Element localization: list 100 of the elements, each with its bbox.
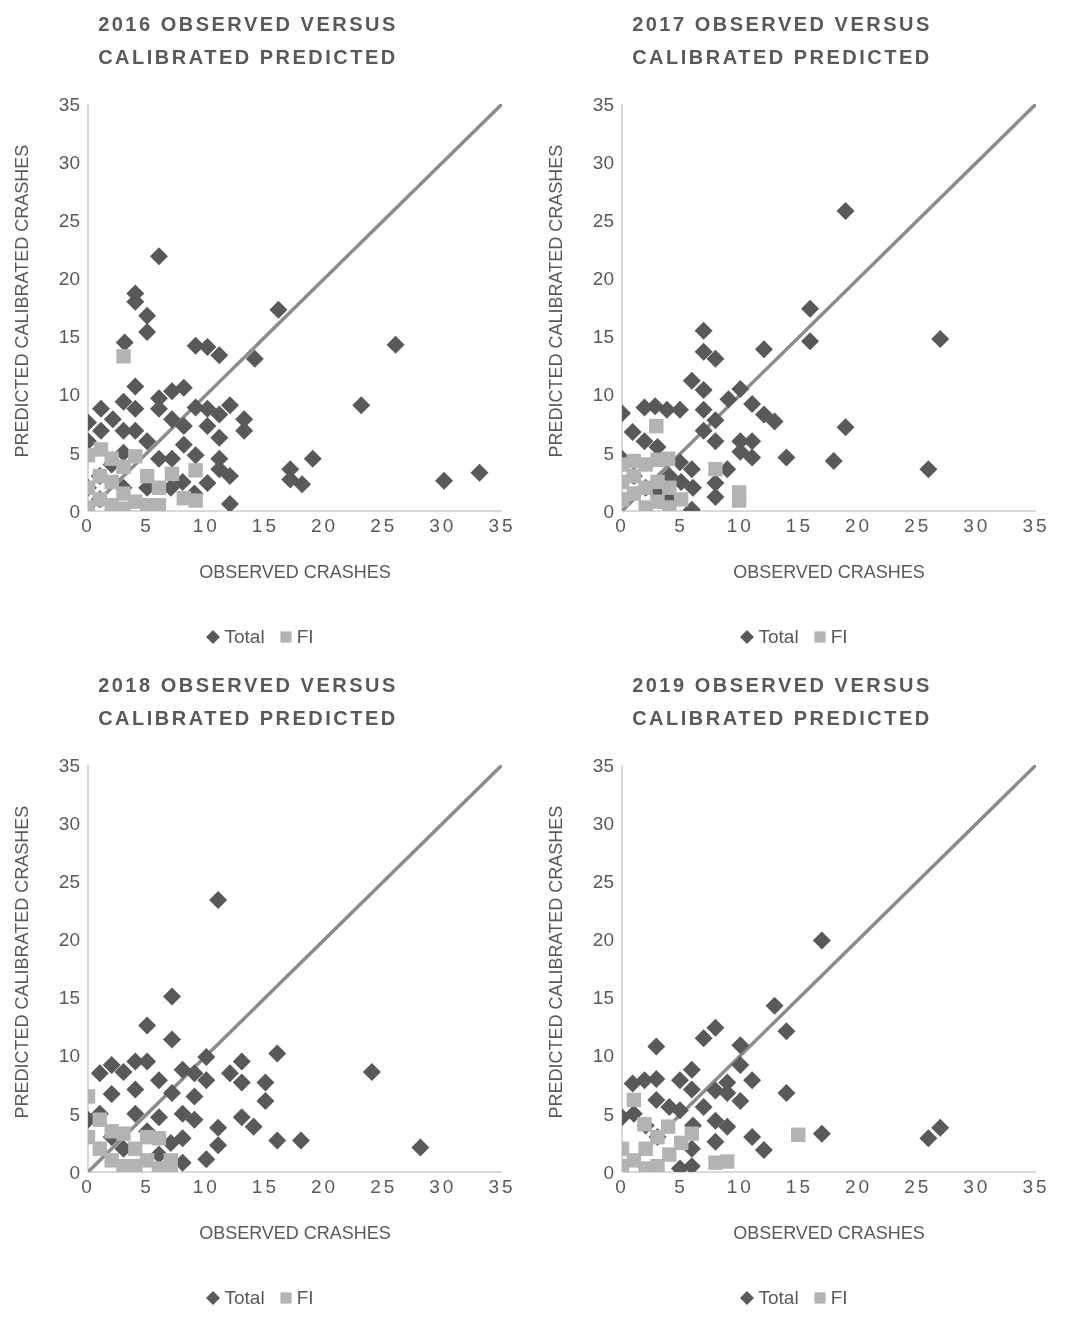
point: [102, 1085, 121, 1104]
point: [638, 1141, 653, 1156]
point: [660, 1119, 676, 1134]
y-tick-label: 10: [592, 384, 614, 406]
x-tick-label: 10: [726, 1176, 754, 1198]
point: [743, 448, 762, 467]
y-tick-label: 30: [58, 812, 80, 834]
point: [162, 1083, 181, 1102]
y-axis-title: PREDICTED CALIBRATED CRASHES: [546, 805, 567, 1119]
point: [185, 1064, 204, 1083]
point: [694, 421, 713, 440]
point: [220, 1064, 239, 1083]
point: [931, 329, 950, 348]
chart-title: 2016 OBSERVED VERSUS CALIBRATED PREDICTED: [97, 12, 399, 70]
y-tick-label: 0: [69, 1161, 80, 1183]
chart-title: 2019 OBSERVED VERSUS CALIBRATED PREDICTED: [631, 673, 933, 731]
point: [104, 451, 119, 466]
point: [623, 422, 642, 441]
point: [765, 996, 784, 1015]
point: [188, 463, 203, 478]
legend-label: FI: [829, 626, 848, 648]
point: [139, 1129, 155, 1145]
x-tick-label: 30: [963, 515, 991, 537]
y-tick-label: 25: [592, 871, 614, 893]
point: [128, 449, 143, 464]
legend-label: FI: [295, 1287, 314, 1309]
legend-label: Total: [223, 1287, 265, 1309]
point: [647, 1090, 666, 1109]
point: [102, 1056, 121, 1075]
point: [139, 468, 155, 484]
point: [812, 1124, 831, 1143]
point: [197, 1071, 216, 1090]
point: [673, 1135, 689, 1151]
point: [116, 459, 131, 475]
y-tick-label: 10: [58, 1045, 80, 1067]
point: [682, 371, 701, 390]
point: [836, 201, 855, 220]
point: [684, 1126, 699, 1141]
x-tick-label: 20: [311, 515, 339, 537]
y-tick-label: 30: [592, 151, 614, 173]
point: [694, 321, 713, 340]
point: [149, 1071, 168, 1090]
y-axis-title: PREDICTED CALIBRATED CRASHES: [546, 144, 567, 458]
y-tick-label: 25: [58, 871, 80, 893]
point: [209, 1118, 228, 1137]
point: [126, 1080, 145, 1099]
y-tick-label: 0: [69, 500, 80, 522]
point: [90, 1064, 109, 1083]
point: [801, 332, 820, 351]
point: [185, 1110, 204, 1129]
point: [694, 1097, 713, 1116]
point: [92, 1112, 108, 1127]
point: [743, 1128, 762, 1147]
point: [164, 466, 180, 481]
point: [635, 432, 654, 451]
point: [682, 1060, 701, 1079]
y-tick-label: 15: [592, 987, 614, 1009]
point: [209, 890, 228, 909]
point: [104, 1124, 119, 1139]
point: [116, 349, 131, 364]
y-axis-title: PREDICTED CALIBRATED CRASHES: [12, 805, 33, 1119]
point: [138, 1016, 157, 1035]
point: [291, 1131, 310, 1150]
x-tick-label: 15: [785, 1176, 813, 1198]
point: [173, 1129, 192, 1148]
x-tick-label: 35: [488, 515, 516, 537]
point: [139, 1153, 155, 1168]
point: [824, 452, 843, 470]
point: [670, 1071, 689, 1090]
y-tick-label: 0: [603, 500, 614, 522]
point: [777, 448, 796, 467]
x-tick-label: 15: [251, 1176, 279, 1198]
x-axis-title: OBSERVED CRASHES: [733, 562, 925, 582]
point: [647, 1037, 666, 1056]
point: [256, 1073, 275, 1092]
point: [126, 1104, 145, 1123]
point: [731, 379, 750, 398]
x-axis-title: OBSERVED CRASHES: [199, 562, 391, 582]
point: [149, 1108, 168, 1127]
y-tick-label: 25: [592, 210, 614, 232]
point: [173, 1104, 192, 1123]
point: [731, 1036, 750, 1055]
point: [268, 1131, 287, 1150]
y-tick-label: 25: [58, 210, 80, 232]
point: [244, 1117, 263, 1136]
point: [706, 1081, 725, 1100]
point: [708, 1155, 723, 1170]
x-tick-label: 25: [904, 515, 932, 537]
point: [673, 492, 689, 507]
y-tick-label: 15: [58, 987, 80, 1009]
x-axis-title: OBSERVED CRASHES: [733, 1223, 925, 1243]
point: [268, 1044, 287, 1063]
legend-label: FI: [829, 1287, 848, 1309]
x-tick-label: 35: [1022, 515, 1050, 537]
point: [128, 1141, 143, 1156]
y-tick-label: 20: [592, 268, 614, 290]
point: [777, 1022, 796, 1041]
point: [662, 1147, 677, 1162]
point: [731, 493, 747, 508]
point: [718, 1117, 737, 1136]
